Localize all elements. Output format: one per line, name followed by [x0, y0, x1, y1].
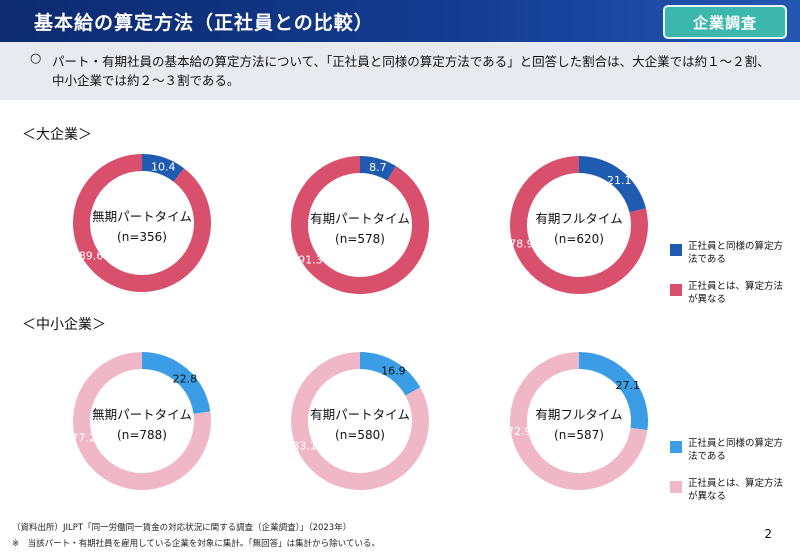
donut-slice	[142, 154, 184, 182]
section-label-sme: ＜中小企業＞	[22, 317, 106, 333]
slice-value-label: 72.9	[509, 425, 532, 438]
slice-value-label: 91.3	[298, 254, 323, 267]
legend-label: 正社員とは、算定方法が異なる	[688, 281, 784, 305]
donut-sample-size: (n=356)	[117, 230, 167, 244]
legend-swatch	[670, 481, 682, 493]
legend-swatch	[670, 244, 682, 256]
page-title: 基本給の算定方法（正社員との比較）	[34, 12, 374, 34]
donut-title: 有期フルタイム	[535, 211, 622, 226]
donut-title: 無期パートタイム	[92, 209, 192, 224]
donut-chart-large-fixed-parttime: 8.7 91.3 有期パートタイム (n=578)	[291, 156, 429, 294]
donut-slice	[360, 156, 396, 181]
legend-swatch	[670, 441, 682, 453]
survey-type-badge: 企業調査	[663, 5, 787, 39]
footnote: ※ 当該パート・有期社員を雇用している企業を対象に集計。「無回答」は集計から除い…	[12, 539, 380, 549]
slice-value-label: 78.9	[509, 238, 534, 251]
donut-chart-sme-fixed-parttime: 16.9 83.1 有期パートタイム (n=580)	[291, 352, 429, 490]
donut-sample-size: (n=580)	[335, 428, 385, 442]
legend-swatch	[670, 284, 682, 296]
legend-label: 正社員と同様の算定方法である	[688, 241, 784, 265]
donut-title: 有期パートタイム	[310, 407, 410, 422]
slice-value-label: 89.6	[79, 250, 104, 263]
donut-sample-size: (n=578)	[335, 232, 385, 246]
donut-title: 有期パートタイム	[310, 211, 410, 226]
slice-value-label: 21.1	[607, 174, 632, 187]
donut-sample-size: (n=587)	[554, 428, 604, 442]
donut-title: 無期パートタイム	[92, 407, 192, 422]
slice-value-label: 27.1	[615, 379, 640, 392]
legend-label: 正社員と同様の算定方法である	[688, 438, 784, 462]
donut-slice	[142, 352, 211, 414]
slice-value-label: 22.8	[173, 372, 198, 385]
slice-value-label: 77.2	[72, 431, 96, 444]
slice-value-label: 8.7	[369, 161, 387, 174]
legend-label: 正社員とは、算定方法が異なる	[688, 478, 784, 502]
summary-text: パート・有期社員の基本給の算定方法について、「正社員と同様の算定方法である」と回…	[52, 54, 770, 88]
donut-sample-size: (n=620)	[554, 232, 604, 246]
section-label-large: ＜大企業＞	[22, 127, 92, 143]
donut-title: 有期フルタイム	[535, 407, 622, 422]
page-number: 2	[764, 527, 772, 541]
slice-value-label: 83.1	[292, 439, 317, 452]
source-note: （資料出所）JILPT「同一労働同一賃金の対応状況に関する調査（企業調査）」（2…	[12, 523, 352, 533]
summary-bullet: ○	[30, 51, 42, 66]
donut-slice	[360, 352, 421, 396]
donut-chart-large-indefinite-parttime: 10.4 89.6 無期パートタイム (n=356)	[73, 154, 211, 292]
donut-slice	[579, 352, 648, 431]
slice-value-label: 16.9	[381, 365, 406, 378]
summary-box: ○ パート・有期社員の基本給の算定方法について、「正社員と同様の算定方法である」…	[0, 42, 800, 100]
donut-slice	[579, 156, 646, 213]
slice-value-label: 10.4	[151, 160, 176, 173]
donut-chart-sme-indefinite-parttime: 22.8 77.2 無期パートタイム (n=788)	[72, 352, 212, 490]
donut-sample-size: (n=788)	[117, 428, 167, 442]
